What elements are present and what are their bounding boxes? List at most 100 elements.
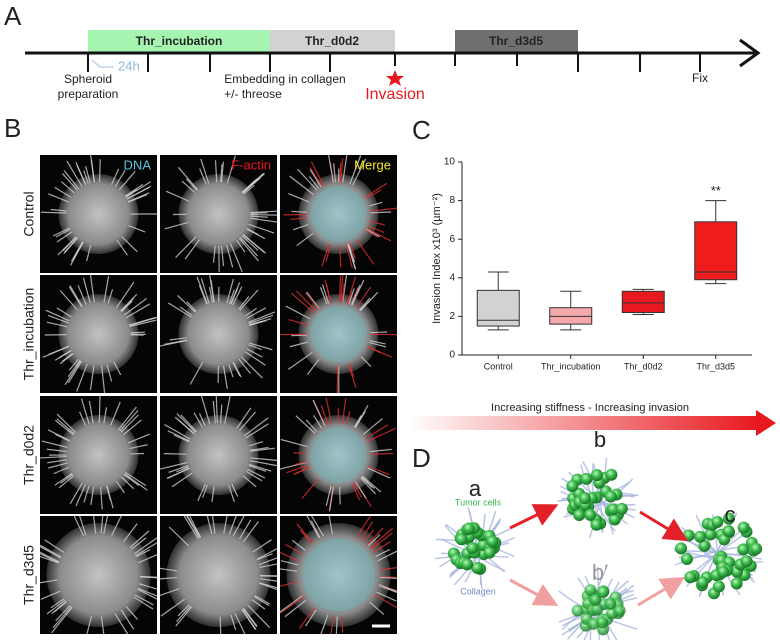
arrow <box>639 510 689 542</box>
protrusion <box>83 170 89 184</box>
protrusion <box>353 482 362 498</box>
protrusion <box>77 285 87 305</box>
protrusion <box>234 612 246 635</box>
box <box>621 290 665 314</box>
protrusion <box>294 467 310 475</box>
protrusion <box>248 314 274 325</box>
protrusion <box>160 339 188 347</box>
protrusion <box>135 549 151 558</box>
protrusion <box>101 365 106 394</box>
protrusion <box>110 401 121 426</box>
event-label: Spheroid <box>64 72 112 86</box>
tumor-cell <box>573 509 586 522</box>
protrusion <box>137 587 158 597</box>
protrusion <box>121 476 135 490</box>
tumor-cell <box>597 586 610 599</box>
panel-label: D <box>412 443 431 473</box>
protrusion <box>67 359 81 378</box>
protrusion <box>290 292 315 314</box>
protrusion <box>223 515 228 534</box>
protrusion <box>360 477 376 495</box>
protrusion <box>366 228 380 238</box>
tumor-cell <box>584 508 597 521</box>
collagen-label: Collagen <box>460 586 496 596</box>
protrusion <box>120 298 134 312</box>
protrusion <box>106 364 113 382</box>
protrusion <box>125 181 152 198</box>
protrusion <box>114 612 129 635</box>
protrusion <box>325 284 332 304</box>
protrusion <box>359 291 379 312</box>
protrusion <box>250 215 268 218</box>
protrusion <box>366 527 384 546</box>
phase-bar <box>455 30 578 52</box>
protrusion <box>232 362 241 377</box>
protrusion <box>376 591 397 602</box>
protrusion <box>72 241 84 260</box>
protrusion <box>159 576 178 580</box>
protrusion <box>125 605 138 620</box>
protrusion <box>356 239 375 265</box>
protrusion <box>127 194 148 203</box>
spheroid <box>166 523 271 627</box>
tumor-cell <box>604 597 617 610</box>
protrusion <box>347 244 356 269</box>
protrusion <box>379 567 398 571</box>
protrusion <box>238 237 259 262</box>
protrusion <box>177 294 196 313</box>
protrusion <box>210 280 215 303</box>
protrusion <box>361 476 375 489</box>
protrusion <box>198 285 208 305</box>
protrusion <box>138 583 158 590</box>
protrusion <box>175 606 193 627</box>
protrusion <box>351 279 365 306</box>
protrusion <box>351 483 361 501</box>
protrusion <box>310 520 321 539</box>
protrusion <box>177 166 199 191</box>
protrusion <box>125 471 147 487</box>
tumor-cell <box>571 604 584 617</box>
protrusion <box>293 452 307 455</box>
protrusion <box>86 244 92 262</box>
protrusion <box>231 483 239 497</box>
protrusion <box>279 596 304 614</box>
protrusion <box>256 553 273 561</box>
protrusion <box>370 448 392 453</box>
protrusion <box>62 236 77 252</box>
significance: ** <box>711 183 721 198</box>
protrusion <box>226 278 234 304</box>
protrusion <box>61 352 74 362</box>
tumor-cell <box>730 577 743 590</box>
protrusion <box>126 186 150 200</box>
protrusion <box>169 337 187 341</box>
protrusion <box>129 444 148 450</box>
tumor-cell <box>711 515 724 528</box>
protrusion <box>363 529 375 543</box>
column-label: DNA <box>124 157 152 172</box>
y-tick-label: 2 <box>449 311 455 322</box>
protrusion <box>226 244 234 268</box>
protrusion <box>125 303 151 319</box>
protrusion <box>83 485 90 503</box>
tumor-cell <box>584 584 597 597</box>
protrusion <box>48 345 70 355</box>
protrusion <box>98 159 101 183</box>
protrusion <box>168 302 192 318</box>
protrusion <box>186 515 201 538</box>
event-label: +/- threose <box>224 87 282 101</box>
protrusion <box>245 423 269 439</box>
protrusion <box>68 358 79 371</box>
protrusion <box>327 154 334 183</box>
tumor-cell <box>466 542 479 555</box>
tumor-cell <box>590 469 603 482</box>
protrusion <box>242 608 258 628</box>
tumor-cell <box>590 518 603 531</box>
protrusion <box>171 472 193 488</box>
event-label: Embedding in collagen <box>224 72 345 86</box>
protrusion <box>370 532 393 550</box>
protrusion <box>325 244 331 262</box>
tumor-cell <box>680 553 693 566</box>
protrusion <box>54 186 72 198</box>
protrusion <box>199 168 207 185</box>
protrusion <box>164 221 188 230</box>
